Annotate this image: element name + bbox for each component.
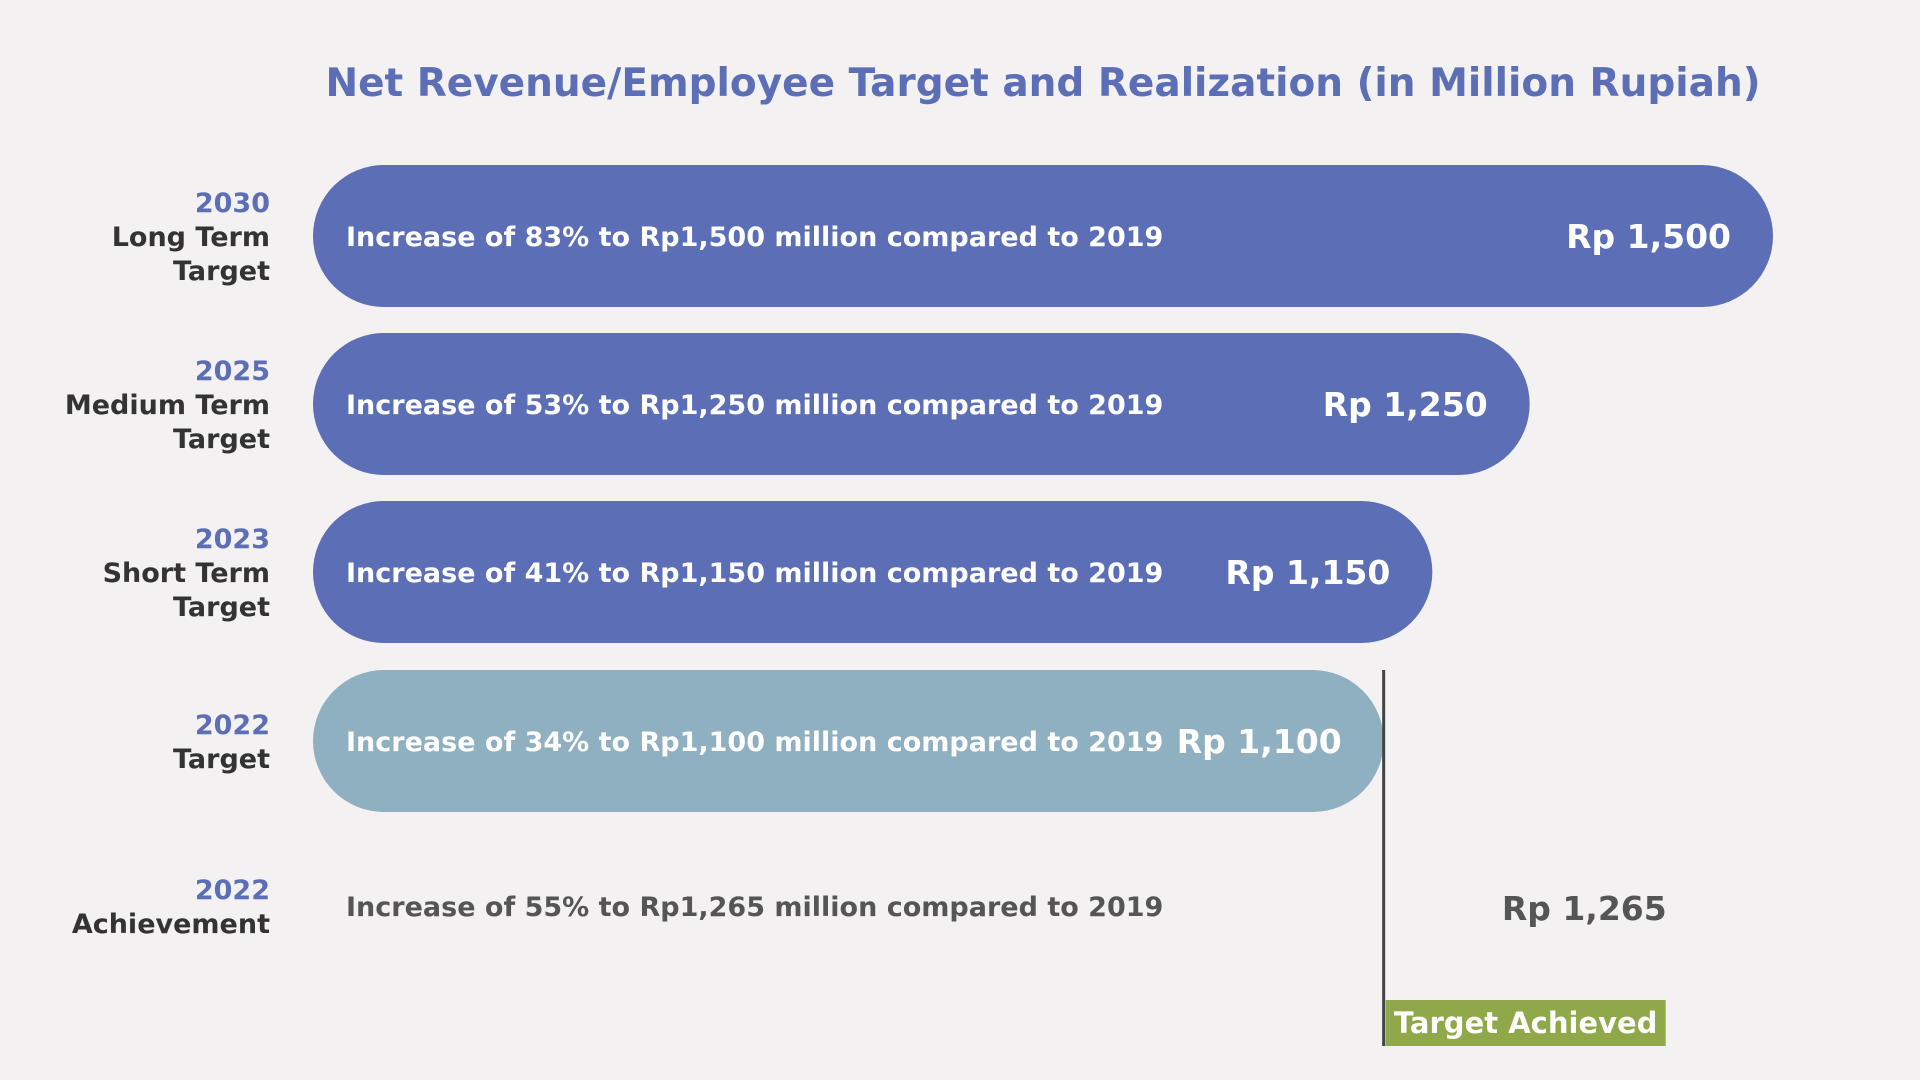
bar-description: Increase of 41% to Rp1,150 million compa… bbox=[346, 558, 1163, 589]
bar-description: Increase of 83% to Rp1,500 million compa… bbox=[346, 222, 1163, 253]
category-term-label: Short Term bbox=[103, 558, 270, 589]
category-year-label: 2022 bbox=[195, 710, 270, 741]
bar-value-label: Rp 1,250 bbox=[1323, 385, 1488, 424]
achievement-value-label: Rp 1,265 bbox=[1502, 889, 1667, 928]
bar-value-label: Rp 1,150 bbox=[1225, 553, 1390, 592]
bar-description: Increase of 53% to Rp1,250 million compa… bbox=[346, 390, 1163, 421]
bar bbox=[313, 165, 1773, 307]
bar bbox=[313, 501, 1433, 643]
category-year-label: 2025 bbox=[195, 356, 270, 387]
bar-value-label: Rp 1,500 bbox=[1566, 217, 1731, 256]
category-term-label: Medium Term bbox=[65, 390, 270, 421]
bar-series: Increase of 83% to Rp1,500 million compa… bbox=[313, 165, 1773, 928]
chart-title: Net Revenue/Employee Target and Realizat… bbox=[325, 61, 1760, 106]
category-term-label: Target bbox=[173, 424, 270, 455]
category-term-label: Target bbox=[173, 744, 270, 775]
target-achieved-badge bbox=[1385, 1000, 1666, 1046]
category-term-label: Long Term bbox=[112, 222, 270, 253]
bar bbox=[313, 333, 1530, 475]
category-term-label: Achievement bbox=[72, 909, 270, 940]
category-year-label: 2022 bbox=[195, 875, 270, 906]
category-year-label: 2023 bbox=[195, 524, 270, 555]
bar bbox=[313, 670, 1384, 812]
bar-value-label: Rp 1,100 bbox=[1177, 722, 1342, 761]
annotations: Target Achieved bbox=[1382, 670, 1666, 1046]
bar-description: Increase of 34% to Rp1,100 million compa… bbox=[346, 727, 1163, 758]
category-term-label: Target bbox=[173, 256, 270, 287]
category-term-label: Target bbox=[173, 592, 270, 623]
bar-description: Increase of 55% to Rp1,265 million compa… bbox=[346, 892, 1163, 923]
target-achieved-label: Target Achieved bbox=[1394, 1006, 1658, 1040]
category-year-label: 2030 bbox=[195, 188, 270, 219]
